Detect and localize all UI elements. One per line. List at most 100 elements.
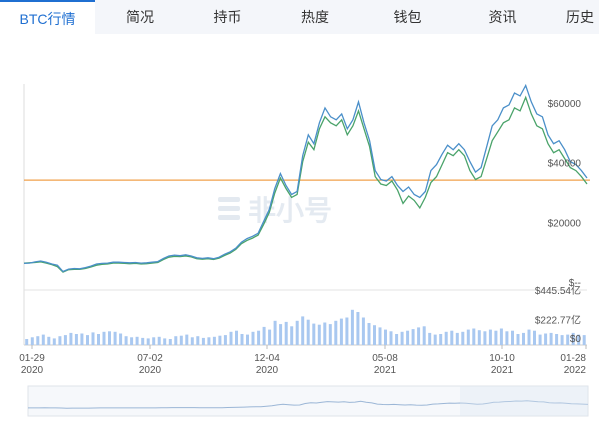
volume-bar: [130, 337, 134, 345]
x-tick-year: 2022: [564, 365, 587, 376]
volume-bar: [406, 330, 410, 345]
x-tick-year: 2020: [21, 365, 44, 376]
volume-bar: [461, 331, 465, 345]
volume-bar: [499, 328, 503, 345]
marketcap-series-line: [23, 95, 588, 273]
volume-bar: [63, 335, 67, 345]
volume-bar: [450, 330, 454, 345]
volume-bar: [356, 312, 360, 345]
volume-bar: [30, 337, 34, 345]
volume-bar: [157, 336, 161, 345]
tab-1[interactable]: 简况: [126, 9, 154, 25]
tab-0[interactable]: BTC行情: [0, 0, 95, 34]
volume-bar: [86, 335, 89, 345]
data-zoom-slider[interactable]: [27, 385, 589, 417]
volume-axis-ticks: $445.54亿 $222.77亿 $0: [535, 284, 582, 345]
volume-tick-label: $0: [570, 334, 582, 345]
x-tick-year: 2021: [491, 365, 514, 376]
data-zoom-track[interactable]: [27, 385, 589, 417]
tab-5[interactable]: 资讯: [488, 9, 517, 25]
volume-bar: [538, 334, 542, 345]
volume-bar: [251, 331, 255, 345]
volume-bar: [174, 336, 178, 345]
volume-bar: [483, 331, 487, 345]
volume-bar: [268, 329, 272, 345]
volume-bar: [97, 334, 100, 345]
volume-bar: [152, 337, 156, 345]
volume-bar: [185, 334, 189, 345]
x-tick-date: 10-10: [489, 353, 515, 364]
tab-2[interactable]: 持币: [213, 9, 242, 25]
price-series-line: [23, 83, 588, 273]
volume-bar: [571, 332, 575, 345]
volume-bar: [389, 331, 393, 345]
tab-3[interactable]: 热度: [301, 9, 329, 25]
volume-bar: [52, 338, 56, 345]
volume-bar: [279, 324, 283, 345]
volume-bar: [555, 334, 559, 345]
volume-bar: [373, 325, 376, 345]
volume-bar: [223, 335, 227, 345]
volume-bar: [466, 329, 470, 345]
volume-bar: [306, 319, 310, 345]
data-zoom-window[interactable]: [460, 386, 588, 416]
price-tick-label: $20000: [548, 218, 582, 229]
volume-bar: [522, 332, 525, 345]
volume-tick-label: $222.77亿: [535, 314, 581, 327]
volume-bar: [422, 326, 426, 345]
volume-bar: [246, 334, 249, 345]
volume-bar: [25, 339, 29, 345]
x-tick-year: 2020: [256, 365, 279, 376]
volume-bar: [455, 332, 459, 345]
volume-bar: [74, 334, 78, 345]
volume-bar: [378, 327, 382, 345]
volume-bar: [163, 338, 167, 345]
volume-bar: [582, 335, 586, 345]
volume-bar: [367, 323, 371, 345]
volume-bar: [411, 329, 415, 345]
volume-bar: [566, 334, 570, 345]
volume-bar: [488, 329, 492, 345]
volume-bar: [41, 334, 45, 345]
volume-bar: [47, 336, 51, 345]
volume-bar: [80, 333, 84, 345]
volume-bar: [323, 322, 327, 345]
tab-4[interactable]: 钱包: [393, 9, 422, 25]
watermark-text: 非小号: [248, 195, 332, 226]
tab-bar: BTC行情 简况 持币 热度 钱包 资讯 历史: [0, 0, 599, 34]
volume-bar: [544, 333, 548, 345]
volume-bar: [290, 326, 294, 345]
chart-svg: 非小号 $60000 $40000 $20000 $-- $445.54亿 $222.7…: [19, 83, 590, 417]
volume-bar: [235, 330, 238, 345]
volume-bar: [317, 324, 321, 345]
volume-bar: [179, 335, 183, 345]
x-tick-year: 2021: [374, 365, 397, 376]
tab-6[interactable]: 历史: [566, 9, 594, 25]
volume-bar: [384, 329, 387, 345]
volume-bar: [428, 332, 432, 345]
watermark-logo: [218, 197, 240, 220]
volume-bar: [91, 332, 95, 345]
volume-bar: [328, 324, 332, 345]
price-tick-label: $40000: [548, 159, 582, 170]
volume-bar: [262, 326, 266, 345]
data-zoom-preview-line: [28, 400, 589, 409]
volume-bar: [146, 338, 150, 345]
volume-bar: [350, 309, 354, 345]
volume-bar: [135, 336, 139, 345]
volume-bar: [58, 336, 62, 345]
volume-bar: [301, 316, 305, 345]
volume-bar: [295, 320, 299, 345]
volume-bar: [516, 334, 520, 345]
volume-bar: [433, 334, 437, 345]
x-tick-date: 01-28: [560, 353, 586, 364]
volume-bar: [124, 336, 128, 345]
volume-bar: [218, 335, 222, 345]
volume-bar: [339, 318, 343, 345]
x-tick-date: 05-08: [372, 353, 398, 364]
price-chart: 非小号 $60000 $40000 $20000 $-- $445.54亿 $222.7…: [0, 34, 599, 423]
volume-bar: [505, 331, 509, 345]
volume-bars: [25, 309, 586, 345]
volume-bar: [494, 330, 498, 345]
volume-bar: [113, 331, 117, 345]
